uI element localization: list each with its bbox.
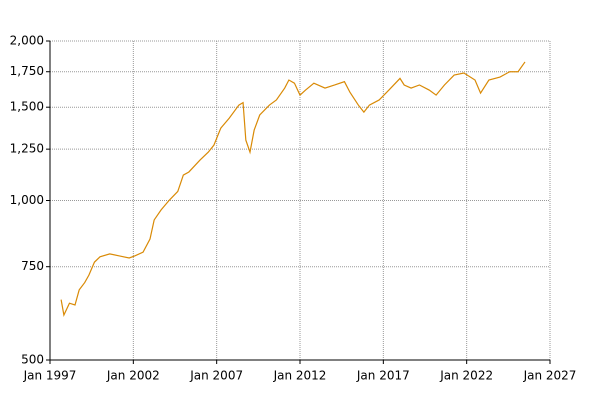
x-tick-label: Jan 2022 (439, 369, 493, 383)
x-tick-label: Jan 2027 (523, 369, 577, 383)
y-tick-label: 500 (21, 353, 44, 367)
y-tick-label: 2,000 (10, 34, 44, 48)
x-tick-label: Jan 2007 (189, 369, 243, 383)
x-tick-label: Jan 2017 (356, 369, 410, 383)
y-tick-label: 1,250 (10, 142, 44, 156)
x-tick-label: Jan 2012 (273, 369, 327, 383)
y-tick-label: 1,750 (10, 64, 44, 78)
y-tick-label: 750 (21, 259, 44, 273)
x-tick-label: Jan 1997 (23, 369, 77, 383)
data-line (60, 61, 526, 317)
y-tick-label: 1,500 (10, 100, 44, 114)
x-tick-label: Jan 2002 (106, 369, 160, 383)
y-tick-label: 1,000 (10, 193, 44, 207)
